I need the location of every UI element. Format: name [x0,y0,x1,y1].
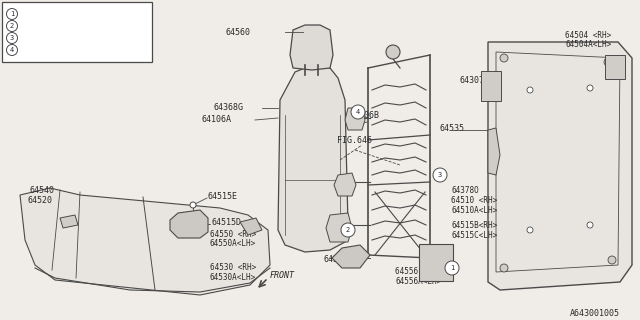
Text: 64550 <RH>: 64550 <RH> [210,229,256,238]
Circle shape [341,223,355,237]
Text: 64510 <RH>: 64510 <RH> [451,196,497,204]
Text: These parts are include in: These parts are include in [21,10,141,19]
Circle shape [608,256,616,264]
Circle shape [527,87,533,93]
Circle shape [6,44,17,55]
Text: 64556 <RH>: 64556 <RH> [395,268,441,276]
Circle shape [500,54,508,62]
FancyBboxPatch shape [419,244,453,281]
Text: 1: 1 [10,11,14,17]
Text: 4: 4 [356,109,360,115]
Circle shape [500,264,508,272]
Text: 3: 3 [438,172,442,178]
Text: 64530A<LH>: 64530A<LH> [210,273,256,282]
Text: 64540: 64540 [30,186,55,195]
Text: 4: 4 [10,47,14,53]
Circle shape [433,168,447,182]
Polygon shape [170,210,208,238]
Text: A643001005: A643001005 [570,308,620,317]
Circle shape [604,58,612,66]
Text: 2: 2 [346,227,350,233]
Polygon shape [334,173,356,196]
Circle shape [6,33,17,44]
FancyBboxPatch shape [605,55,625,79]
FancyBboxPatch shape [2,2,152,62]
Text: 2: 2 [10,23,14,29]
Text: 64515D: 64515D [211,218,241,227]
Text: FRAME ASSEMBLY COMPLETE: FRAME ASSEMBLY COMPLETE [21,21,127,30]
Text: 64520: 64520 [28,196,53,204]
Text: 64530 <RH>: 64530 <RH> [210,263,256,273]
Text: 64504 <RH>: 64504 <RH> [565,30,611,39]
Text: FRONT: FRONT [270,271,295,281]
Circle shape [527,227,533,233]
Text: 64368G: 64368G [213,102,243,111]
Circle shape [6,9,17,20]
Text: 64515B<RH>: 64515B<RH> [451,220,497,229]
Circle shape [445,261,459,275]
Polygon shape [60,215,78,228]
Circle shape [587,222,593,228]
Text: 64515A: 64515A [323,255,353,265]
Circle shape [6,20,17,31]
Text: -BACKREST(64510,64510A): -BACKREST(64510,64510A) [21,34,127,43]
Text: 64550A<LH>: 64550A<LH> [210,238,256,247]
Text: 3: 3 [10,35,14,41]
Text: 64378O: 64378O [451,186,479,195]
Polygon shape [278,65,348,252]
Circle shape [351,105,365,119]
Polygon shape [240,218,262,235]
Polygon shape [488,42,632,290]
Text: 64510A<LH>: 64510A<LH> [451,205,497,214]
Text: 1: 1 [450,265,454,271]
FancyBboxPatch shape [481,71,501,101]
Text: 64504A<LH>: 64504A<LH> [565,39,611,49]
Polygon shape [20,188,270,295]
Text: 64515C<LH>: 64515C<LH> [451,230,497,239]
Text: 64106A: 64106A [202,115,232,124]
Text: FIG.646: FIG.646 [337,135,372,145]
Text: 64556A<LH>: 64556A<LH> [395,276,441,285]
Polygon shape [488,128,500,175]
Circle shape [587,85,593,91]
Polygon shape [326,213,352,242]
Text: 64106B: 64106B [350,110,380,119]
Text: 64560: 64560 [225,28,250,36]
Text: 64515E: 64515E [208,191,238,201]
Polygon shape [290,25,333,70]
Circle shape [190,202,196,208]
Polygon shape [345,108,365,130]
Text: 64535: 64535 [440,124,465,132]
Polygon shape [332,245,370,268]
Text: 64307F: 64307F [460,76,490,84]
Circle shape [386,45,400,59]
